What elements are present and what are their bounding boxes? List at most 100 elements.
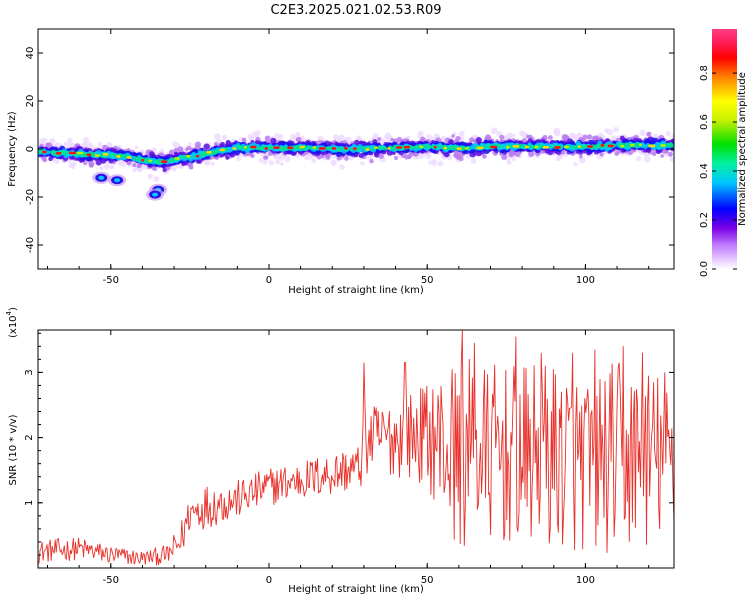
spectrogram-peak-cell bbox=[344, 147, 348, 150]
spectrogram-cell bbox=[519, 144, 524, 149]
spectrogram-cell bbox=[418, 154, 424, 159]
spectrogram-cell bbox=[475, 137, 482, 144]
spectrogram-cell bbox=[528, 150, 535, 157]
spectrogram-cell bbox=[440, 135, 446, 141]
spectrogram-cell bbox=[469, 137, 475, 143]
spectrogram-cell bbox=[461, 146, 465, 150]
spectrogram-cell bbox=[606, 129, 614, 136]
spectrogram-cell bbox=[203, 143, 210, 150]
spectrogram-peak-cell bbox=[490, 145, 498, 149]
spectrogram-cell bbox=[657, 145, 660, 148]
spectrogram-cell bbox=[262, 159, 268, 165]
blob-core bbox=[98, 175, 105, 180]
colorbar-gradient bbox=[712, 29, 737, 269]
spectrogram-cell bbox=[168, 159, 172, 163]
spectrogram-cell bbox=[279, 146, 283, 150]
snr-multiplier-exp: 4 bbox=[5, 310, 13, 315]
spectrogram-cell bbox=[560, 145, 564, 148]
spectrogram-cell bbox=[171, 166, 177, 172]
spectrogram-peak-cell bbox=[543, 146, 550, 149]
spectrogram-cell bbox=[45, 150, 51, 155]
spectrogram-cell bbox=[247, 133, 252, 139]
spectrogram-x-tick-label: 50 bbox=[421, 275, 434, 286]
spectrogram-cell bbox=[506, 160, 512, 165]
spectrogram-cell bbox=[440, 146, 445, 150]
spectrogram-cell bbox=[392, 146, 396, 150]
spectrogram-cell bbox=[614, 151, 620, 156]
spectrogram-cell bbox=[305, 145, 311, 151]
spectrogram-peak-cell bbox=[396, 146, 403, 149]
spectrogram-cell bbox=[383, 146, 387, 150]
spectrogram-cell bbox=[250, 153, 255, 158]
spectrogram-cell bbox=[510, 145, 514, 149]
spectrogram-peak-cell bbox=[264, 147, 268, 150]
spectrogram-cell bbox=[593, 135, 600, 141]
spectrogram-cell bbox=[119, 161, 124, 166]
spectrogram-y-tick-label: -20 bbox=[25, 189, 36, 205]
spectrogram-cell bbox=[93, 151, 97, 155]
spectrogram-cell bbox=[67, 137, 73, 144]
snr-x-tick-label: 50 bbox=[421, 575, 434, 586]
spectrogram-ticks: -50 0 50 100 -40 -20 0 20 40 bbox=[25, 29, 674, 286]
spectrogram-cell bbox=[177, 146, 184, 153]
spectrogram-cell bbox=[671, 134, 674, 139]
spectrogram-cell bbox=[582, 134, 588, 140]
spectrogram-cell bbox=[619, 135, 625, 141]
spectrogram-cell bbox=[268, 160, 274, 166]
colorbar-tick-label: 0.0 bbox=[699, 261, 710, 277]
colorbar-tick-label: 0.4 bbox=[699, 163, 710, 179]
spectrogram-cell bbox=[371, 147, 375, 151]
spectrogram-cell bbox=[217, 138, 222, 143]
spectrogram-peak-cell bbox=[273, 146, 280, 149]
spectrogram-plot bbox=[38, 126, 674, 201]
spectrogram-cell bbox=[270, 137, 277, 144]
spectrogram-cell bbox=[241, 137, 247, 143]
spectrogram-cell bbox=[122, 154, 125, 158]
spectrogram-cell bbox=[451, 134, 455, 138]
spectrogram-x-tick-label: -50 bbox=[103, 275, 119, 286]
spectrogram-cell bbox=[550, 144, 555, 149]
snr-x-axis-label: Height of straight line (km) bbox=[288, 584, 424, 595]
snr-y-multiplier: (x104) bbox=[5, 307, 19, 338]
spectrogram-cell bbox=[213, 142, 218, 146]
spectrogram-peak-cell bbox=[243, 146, 248, 149]
spectrogram-cell bbox=[49, 138, 55, 144]
spectrogram-cell bbox=[309, 146, 313, 150]
spectrogram-peak-cell bbox=[126, 156, 132, 159]
spectrogram-cell bbox=[459, 136, 465, 142]
spectrogram-cell bbox=[280, 162, 284, 166]
spectrogram-cell bbox=[404, 154, 410, 160]
spectrogram-x-axis-label: Height of straight line (km) bbox=[288, 285, 424, 296]
spectrogram-peak-cell bbox=[534, 145, 539, 149]
spectrogram-cell bbox=[103, 163, 110, 170]
spectrogram-cell bbox=[246, 145, 251, 149]
spectrogram-cell bbox=[587, 134, 593, 140]
spectrogram-cell bbox=[646, 131, 652, 137]
colorbar-tick-label: 0.6 bbox=[699, 114, 710, 130]
spectrogram-cell bbox=[369, 159, 374, 164]
spectrogram-cell bbox=[225, 155, 230, 160]
spectrogram-cell bbox=[327, 147, 331, 150]
spectrogram-cell bbox=[162, 167, 167, 173]
spectrogram-cell bbox=[514, 150, 521, 157]
spectrogram-cell bbox=[528, 144, 532, 148]
spectrogram-cell bbox=[109, 164, 115, 170]
spectrogram-cell bbox=[132, 163, 137, 168]
spectrogram-cell bbox=[275, 159, 280, 165]
spectrogram-cell bbox=[426, 134, 432, 140]
spectrogram-cell bbox=[339, 164, 345, 170]
spectrogram-cell bbox=[490, 127, 498, 134]
spectrogram-peak-cell bbox=[76, 151, 84, 155]
spectrogram-peak-cell bbox=[352, 147, 357, 150]
spectrogram-cell bbox=[152, 147, 157, 152]
spectrogram-cell bbox=[573, 162, 578, 167]
spectrogram-peak-cell bbox=[403, 145, 410, 149]
spectrogram-cell bbox=[378, 153, 385, 159]
spectrogram-peak-cell bbox=[186, 154, 191, 158]
spectrogram-cell bbox=[665, 131, 671, 137]
spectrogram-peak-cell bbox=[299, 145, 305, 149]
spectrogram-cell bbox=[188, 164, 194, 170]
colorbar-tick-label: 0.8 bbox=[699, 65, 710, 81]
snr-panel: -50 0 50 100 1 2 3 Height of straight line (km… bbox=[5, 307, 675, 595]
